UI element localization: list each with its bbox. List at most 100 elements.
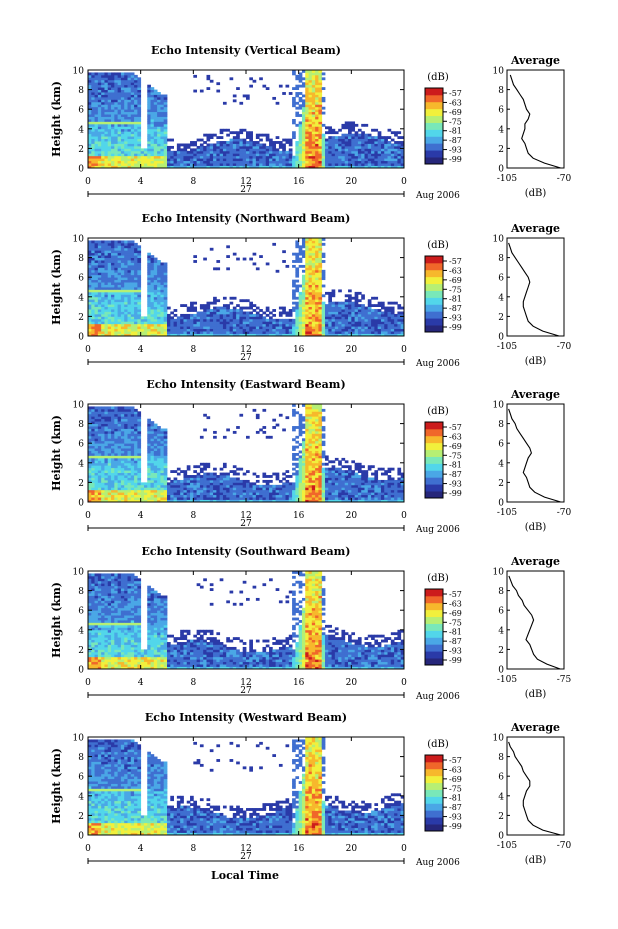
heatmap-cell [134,104,138,108]
heatmap-cell [344,299,349,303]
heatmap-cell [117,150,122,154]
heatmap-cell [111,104,115,108]
heatmap-cell [219,136,224,139]
heatmap-cell [134,438,138,442]
heatmap-cell [315,94,319,98]
heatmap-cell [278,326,283,330]
heatmap-cell [209,331,214,334]
heatmap-cell [124,455,128,459]
heatmap-cell [117,84,122,88]
heatmap-cell [318,282,323,285]
heatmap-cell [160,119,165,122]
heatmap-cell [137,470,142,473]
heatmap-cell [160,145,165,149]
heatmap-cell [292,333,296,337]
heatmap-cell [269,326,273,330]
heatmap-cell [298,326,303,330]
heatmap-cell [124,89,128,93]
heatmap-cell [315,318,319,322]
heatmap-cell [292,291,296,295]
heatmap-cell [117,438,122,442]
heatmap-cell [295,143,300,147]
heatmap-cell [150,304,155,307]
heatmap-cell [190,306,194,310]
heatmap-cell [216,309,221,312]
heatmap-cell [134,269,138,273]
heatmap-cell [91,479,95,483]
heatmap-cell [153,160,158,164]
heatmap-cell [344,294,349,298]
heatmap-cell [321,165,326,169]
heatmap-cell [153,443,158,447]
heatmap-cell [114,116,119,120]
heatmap-cell [364,165,369,169]
heatmap-cell [88,82,92,86]
heatmap-cell [354,304,359,307]
heatmap-cell [127,277,132,281]
heatmap-cell [91,106,95,110]
heatmap-cell [88,74,92,78]
heatmap-cell [318,262,323,266]
heatmap-cell [157,267,161,271]
heatmap-cell [308,279,313,283]
heatmap-cell [269,331,273,334]
heatmap-cell [163,284,168,288]
heatmap-cell [183,321,188,325]
heatmap-cell [101,255,105,258]
heatmap-cell [91,411,95,415]
heatmap-cell [120,84,125,88]
y-axis-label: Height (km) [50,81,63,157]
heatmap-cell [318,247,323,251]
colorbar-swatch [425,256,443,264]
heatmap-cell [160,462,165,466]
heatmap-cell [91,323,95,327]
heatmap-cell [111,416,115,420]
heatmap-cell [134,242,138,246]
heatmap-cell [114,240,119,244]
heatmap-cell [153,89,158,93]
heatmap-cell [301,301,306,305]
heatmap-cell [88,438,92,442]
heatmap-cell [157,433,161,437]
heatmap-cell [134,74,138,78]
heatmap-cell [374,321,379,325]
heatmap-cell [357,141,362,144]
heatmap-cell [311,296,316,300]
heatmap-cell [305,279,309,283]
heatmap-cell [140,499,145,503]
heatmap-cell [127,84,132,88]
heatmap-cell [117,89,122,93]
panel-1: Echo Intensity (Vertical Beam)Height (km… [50,44,572,201]
heatmap-cell [348,296,352,300]
heatmap-cell [222,163,227,166]
heatmap-cell [295,158,300,162]
heatmap-cell [117,311,122,315]
heatmap-cell [97,74,102,78]
heatmap-cell [236,143,240,147]
heatmap-cell [91,418,95,422]
heatmap-cell [120,328,125,332]
heatmap-cell [315,126,319,130]
heatmap-cell [101,119,105,122]
heatmap-cell [124,448,128,451]
heatmap-cell [259,323,263,327]
heatmap-cell [315,119,319,122]
heatmap-cell [147,143,151,147]
heatmap-cell [157,131,161,135]
heatmap-cell [341,316,346,320]
heatmap-cell [328,331,332,334]
heatmap-cell [216,89,221,93]
heatmap-cell [88,287,92,290]
panel-2: Echo Intensity (Northward Beam)Height (k… [50,212,572,369]
heatmap-cell [377,165,382,169]
heatmap-cell [97,430,102,434]
heatmap-cell [147,430,151,434]
heatmap-cell [107,282,112,285]
heatmap-cell [134,470,138,473]
heatmap-cell [147,150,151,154]
heatmap-cell [130,257,135,261]
heatmap-cell [140,321,145,325]
heatmap-cell [111,133,115,137]
heatmap-cell [104,101,109,105]
heatmap-cell [101,101,105,105]
